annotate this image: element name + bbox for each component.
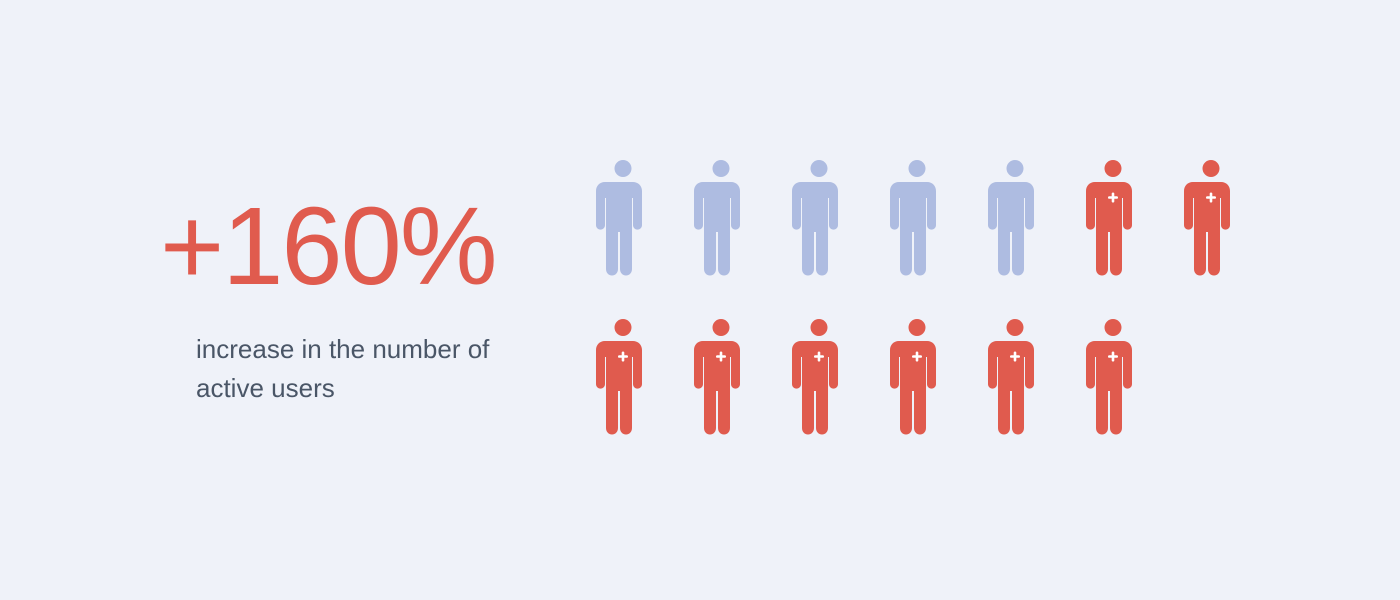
pictogram-block xyxy=(596,159,1300,441)
stat-value: +160% xyxy=(160,192,516,302)
person-plus-icon xyxy=(1086,159,1140,282)
pictogram-row xyxy=(596,159,1300,282)
person-icon xyxy=(890,159,944,282)
stat-text-block: +160% increase in the number of active u… xyxy=(160,192,516,408)
person-plus-icon xyxy=(1184,159,1238,282)
infographic-container: +160% increase in the number of active u… xyxy=(0,159,1400,441)
stat-description: increase in the number of active users xyxy=(196,330,516,408)
person-plus-icon xyxy=(694,318,748,441)
person-plus-icon xyxy=(596,318,650,441)
person-icon xyxy=(596,159,650,282)
person-plus-icon xyxy=(792,318,846,441)
person-icon xyxy=(988,159,1042,282)
person-plus-icon xyxy=(1086,318,1140,441)
person-icon xyxy=(792,159,846,282)
pictogram-row xyxy=(596,318,1300,441)
person-icon xyxy=(694,159,748,282)
person-plus-icon xyxy=(890,318,944,441)
person-plus-icon xyxy=(988,318,1042,441)
